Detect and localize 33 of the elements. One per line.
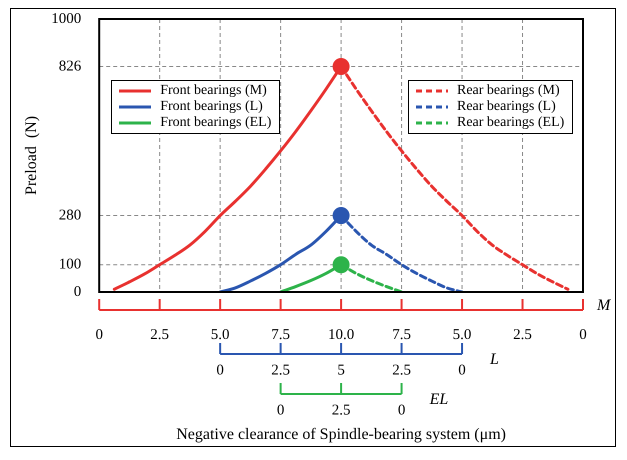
y-tick-label: 826 <box>58 58 82 74</box>
legend-label: Front bearings (L) <box>160 99 263 115</box>
y-tick-label: 1000 <box>51 10 82 27</box>
y-tick-label: 280 <box>58 207 82 224</box>
x-tick-label: 7.5 <box>392 326 411 343</box>
x-tick-label: 5.0 <box>210 326 230 343</box>
x-tick-label: 2.5 <box>513 326 532 343</box>
x-tick-label: 7.5 <box>271 326 290 343</box>
x-tick-label: 5.0 <box>452 326 472 343</box>
legend-label: Rear bearings (M) <box>457 83 560 99</box>
text: 2.5 <box>332 402 350 418</box>
text: 2.5 <box>392 362 411 378</box>
x-tick-label: 2.5 <box>150 326 170 343</box>
x-tick-label: 0 <box>579 326 587 343</box>
text: M <box>596 297 612 314</box>
x-tick-label: 10.0 <box>328 326 354 343</box>
legend-label: Rear bearings (L) <box>457 99 556 115</box>
text: 2.5 <box>271 362 290 378</box>
legend-label: Front bearings (M) <box>160 83 267 99</box>
y-tick-label: 100 <box>58 256 82 273</box>
text: L <box>489 351 500 368</box>
text: Negative clearance of Spindle-bearing system (μm) <box>176 426 506 444</box>
text: 5 <box>337 362 345 378</box>
legend-label: Front bearings (EL) <box>160 115 272 131</box>
text: 0 <box>458 362 466 378</box>
text: 0 <box>216 362 224 378</box>
text: 0 <box>398 402 406 418</box>
legend-label: Rear bearings (EL) <box>457 115 564 131</box>
text: 0 <box>276 402 284 418</box>
y-tick-label: 0 <box>74 284 82 300</box>
text: EL <box>428 391 448 408</box>
y-axis-title: Preload (N) <box>22 116 40 196</box>
x-tick-label: 0 <box>95 326 103 343</box>
